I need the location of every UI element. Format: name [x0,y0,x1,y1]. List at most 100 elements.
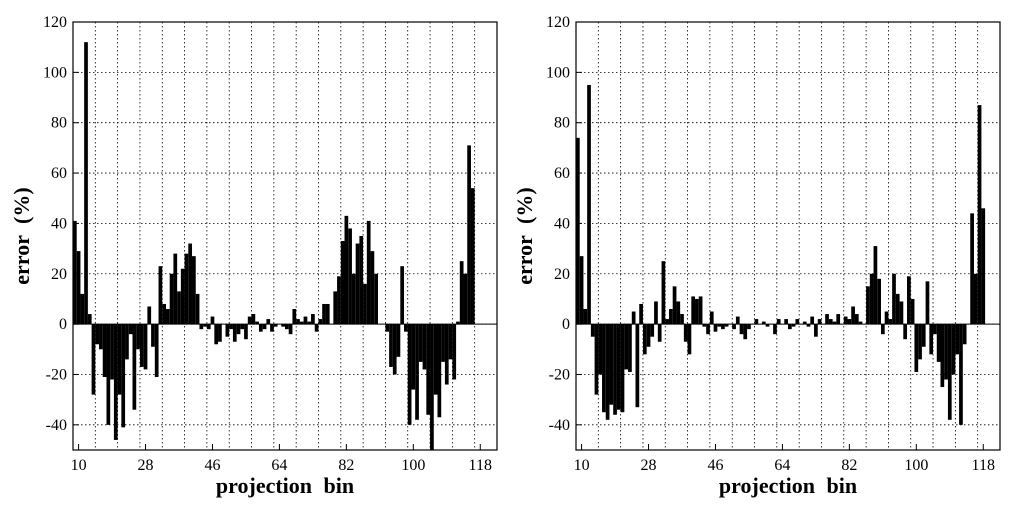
bar [680,314,684,325]
y-tick-label: -20 [46,366,67,383]
bar [579,256,584,325]
bar [251,314,256,325]
bar [791,324,796,327]
bar [415,324,419,420]
bar [165,309,170,325]
bar [944,324,948,380]
bar [288,324,293,335]
bar [914,324,919,372]
bar [691,296,696,325]
bar [724,324,729,327]
bar [110,324,114,380]
bar [344,215,349,325]
bar [828,319,833,325]
bar [459,261,464,325]
bar [676,301,681,325]
bar [880,324,885,335]
bar [106,324,111,425]
bar [873,246,878,325]
bar [888,319,893,325]
bar [318,319,323,325]
bar [351,273,356,325]
bar [959,324,963,425]
bar [192,256,196,325]
y-tick-label: 20 [51,266,67,283]
bar [851,306,855,325]
bar [467,145,471,325]
y-tick-label: 100 [546,64,570,81]
bar [158,266,163,325]
bar [169,273,174,325]
bar [918,324,922,360]
bar [296,319,300,325]
bar [333,291,338,325]
bar [270,324,274,332]
bar [847,319,852,325]
bar [810,316,815,325]
bar [613,324,617,415]
bar [866,286,870,325]
bar [322,303,326,325]
bar [303,316,308,325]
bar [143,324,148,370]
x-tick-label: 100 [401,457,425,474]
bar [921,324,926,347]
bar [418,324,423,362]
bar [389,324,393,367]
bar [236,324,241,335]
bar [121,324,126,428]
bar [292,309,297,325]
bar [195,293,200,325]
bar [392,324,397,375]
y-tick-label: -40 [46,417,67,434]
x-tick-label: 46 [707,457,723,474]
bar [411,324,416,390]
bar [955,324,960,355]
y-tick-label: 60 [554,165,570,182]
bar [325,303,330,325]
bar [657,324,662,342]
bar [590,324,595,337]
bar [404,324,408,332]
bar [962,324,967,345]
bar [206,324,211,330]
bar [87,314,92,325]
bar [940,324,945,388]
bar [84,42,88,325]
bar [463,273,468,325]
bar [884,311,889,325]
x-axis-title: projection bin [216,473,354,498]
bar [91,324,96,395]
bar [448,324,453,360]
y-axis-title: error (%) [9,187,34,284]
bar [650,324,655,337]
bar [340,241,345,325]
bar [396,324,401,357]
bar [665,319,669,325]
bar [139,324,144,367]
bar [99,324,103,350]
plot-frame [575,21,1001,451]
bar [281,324,285,327]
grid [576,22,1000,450]
bar [247,316,252,325]
bar [400,266,405,325]
x-tick-label: 46 [204,457,220,474]
bar [210,316,215,325]
bar [314,324,319,332]
bar [642,324,647,355]
bar [602,324,606,413]
bar [229,324,233,330]
bar [628,324,632,372]
bar [128,324,133,335]
bar [102,324,107,377]
bar [132,324,137,410]
x-tick-label: 82 [841,457,857,474]
bar [444,324,449,385]
bar [788,324,792,330]
y-tick-label: 20 [554,266,570,283]
bar [825,314,829,325]
bar [747,324,751,330]
bar [706,324,710,335]
